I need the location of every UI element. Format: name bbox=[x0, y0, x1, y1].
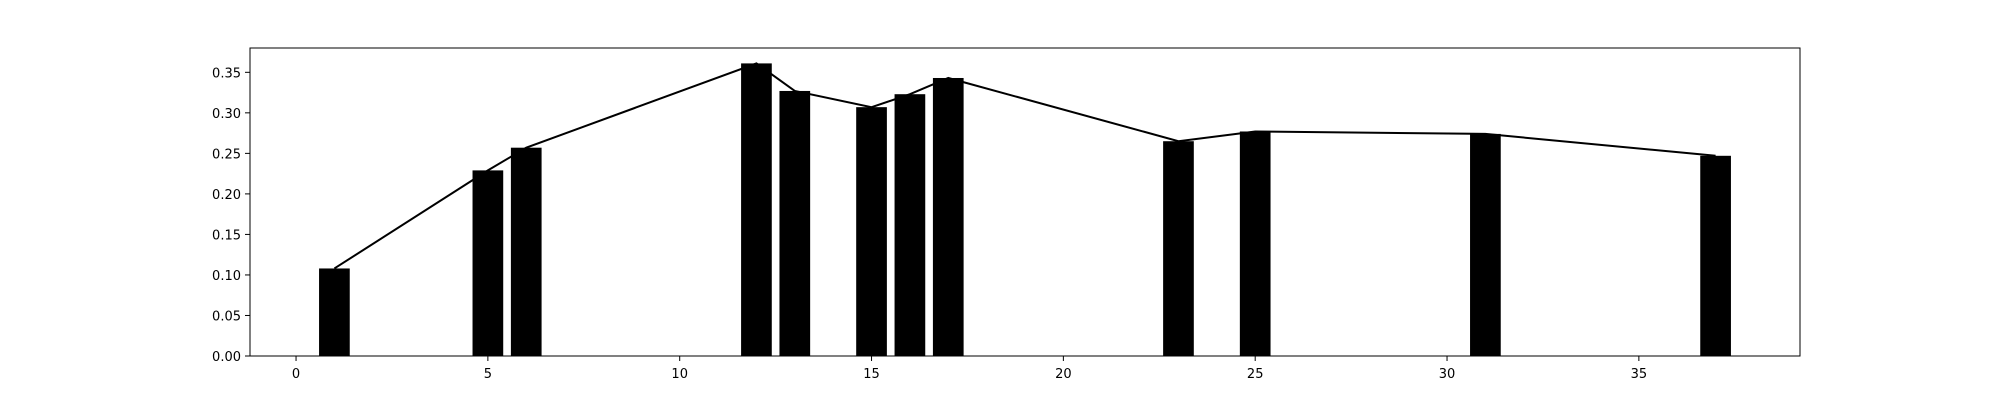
x-tick-label-2: 10 bbox=[671, 367, 688, 382]
y-tick-label-5: 0.25 bbox=[212, 147, 241, 162]
plot-frame bbox=[249, 47, 1801, 357]
y-tick-label-0: 0.00 bbox=[212, 350, 241, 365]
bar-6 bbox=[894, 94, 926, 356]
x-tick-label-5: 25 bbox=[1247, 367, 1264, 382]
bar-2 bbox=[510, 147, 542, 356]
x-tick-label-0: 0 bbox=[292, 367, 300, 382]
y-tick-label-4: 0.20 bbox=[212, 188, 241, 203]
bar-0 bbox=[319, 268, 350, 356]
y-axis: 0.00 0.05 0.10 0.15 0.20 0.25 0.30 0.35 bbox=[212, 66, 250, 365]
bar-10 bbox=[1470, 133, 1501, 356]
y-tick-label-6: 0.30 bbox=[212, 107, 241, 122]
bar-9 bbox=[1239, 131, 1271, 356]
x-tick-label-1: 5 bbox=[484, 367, 492, 382]
x-tick-label-3: 15 bbox=[863, 367, 880, 382]
bar-4 bbox=[779, 90, 811, 357]
y-tick-label-3: 0.15 bbox=[212, 228, 241, 243]
bar-7 bbox=[932, 77, 964, 356]
y-tick-label-7: 0.35 bbox=[212, 66, 241, 81]
bar-3 bbox=[741, 63, 772, 357]
bar-8 bbox=[1163, 141, 1194, 356]
x-axis: 0 5 10 15 20 25 30 35 bbox=[292, 356, 1647, 382]
bar-5 bbox=[856, 107, 887, 356]
x-tick-label-4: 20 bbox=[1055, 367, 1072, 382]
bar-11 bbox=[1700, 155, 1731, 356]
y-tick-label-2: 0.10 bbox=[212, 269, 241, 284]
series-line bbox=[333, 62, 1716, 270]
bar-1 bbox=[472, 170, 504, 356]
y-tick-label-1: 0.05 bbox=[212, 309, 241, 324]
x-tick-label-6: 30 bbox=[1439, 367, 1456, 382]
x-tick-label-7: 35 bbox=[1631, 367, 1648, 382]
bars-group bbox=[319, 63, 1731, 357]
